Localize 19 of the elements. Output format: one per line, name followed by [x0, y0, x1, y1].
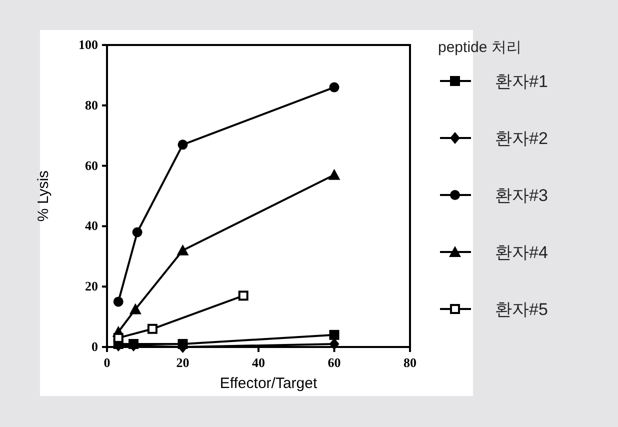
x-tick-label: 20 [176, 355, 190, 370]
legend-label: 환자#2 [495, 129, 548, 148]
x-tick-label: 80 [404, 355, 416, 370]
x-tick-label: 0 [104, 355, 110, 370]
y-tick-label: 20 [85, 278, 98, 294]
legend-label: 환자#3 [495, 186, 548, 205]
legend-label: 환자#4 [495, 243, 548, 262]
legend-label: 환자#1 [495, 72, 548, 91]
y-tick-label: 100 [78, 37, 98, 52]
x-tick-label: 40 [252, 355, 265, 370]
y-tick-label: 80 [85, 97, 98, 112]
legend-label: 환자#5 [495, 300, 548, 319]
y-axis-title: % Lysis [35, 170, 52, 222]
y-tick-label: 40 [85, 218, 98, 234]
y-tick-label: 0 [92, 339, 98, 354]
y-tick-label: 60 [85, 158, 98, 173]
x-tick-label: 60 [328, 355, 341, 370]
legend-title: peptide 처리 [438, 39, 522, 56]
x-axis-title: Effector/Target [220, 375, 318, 392]
